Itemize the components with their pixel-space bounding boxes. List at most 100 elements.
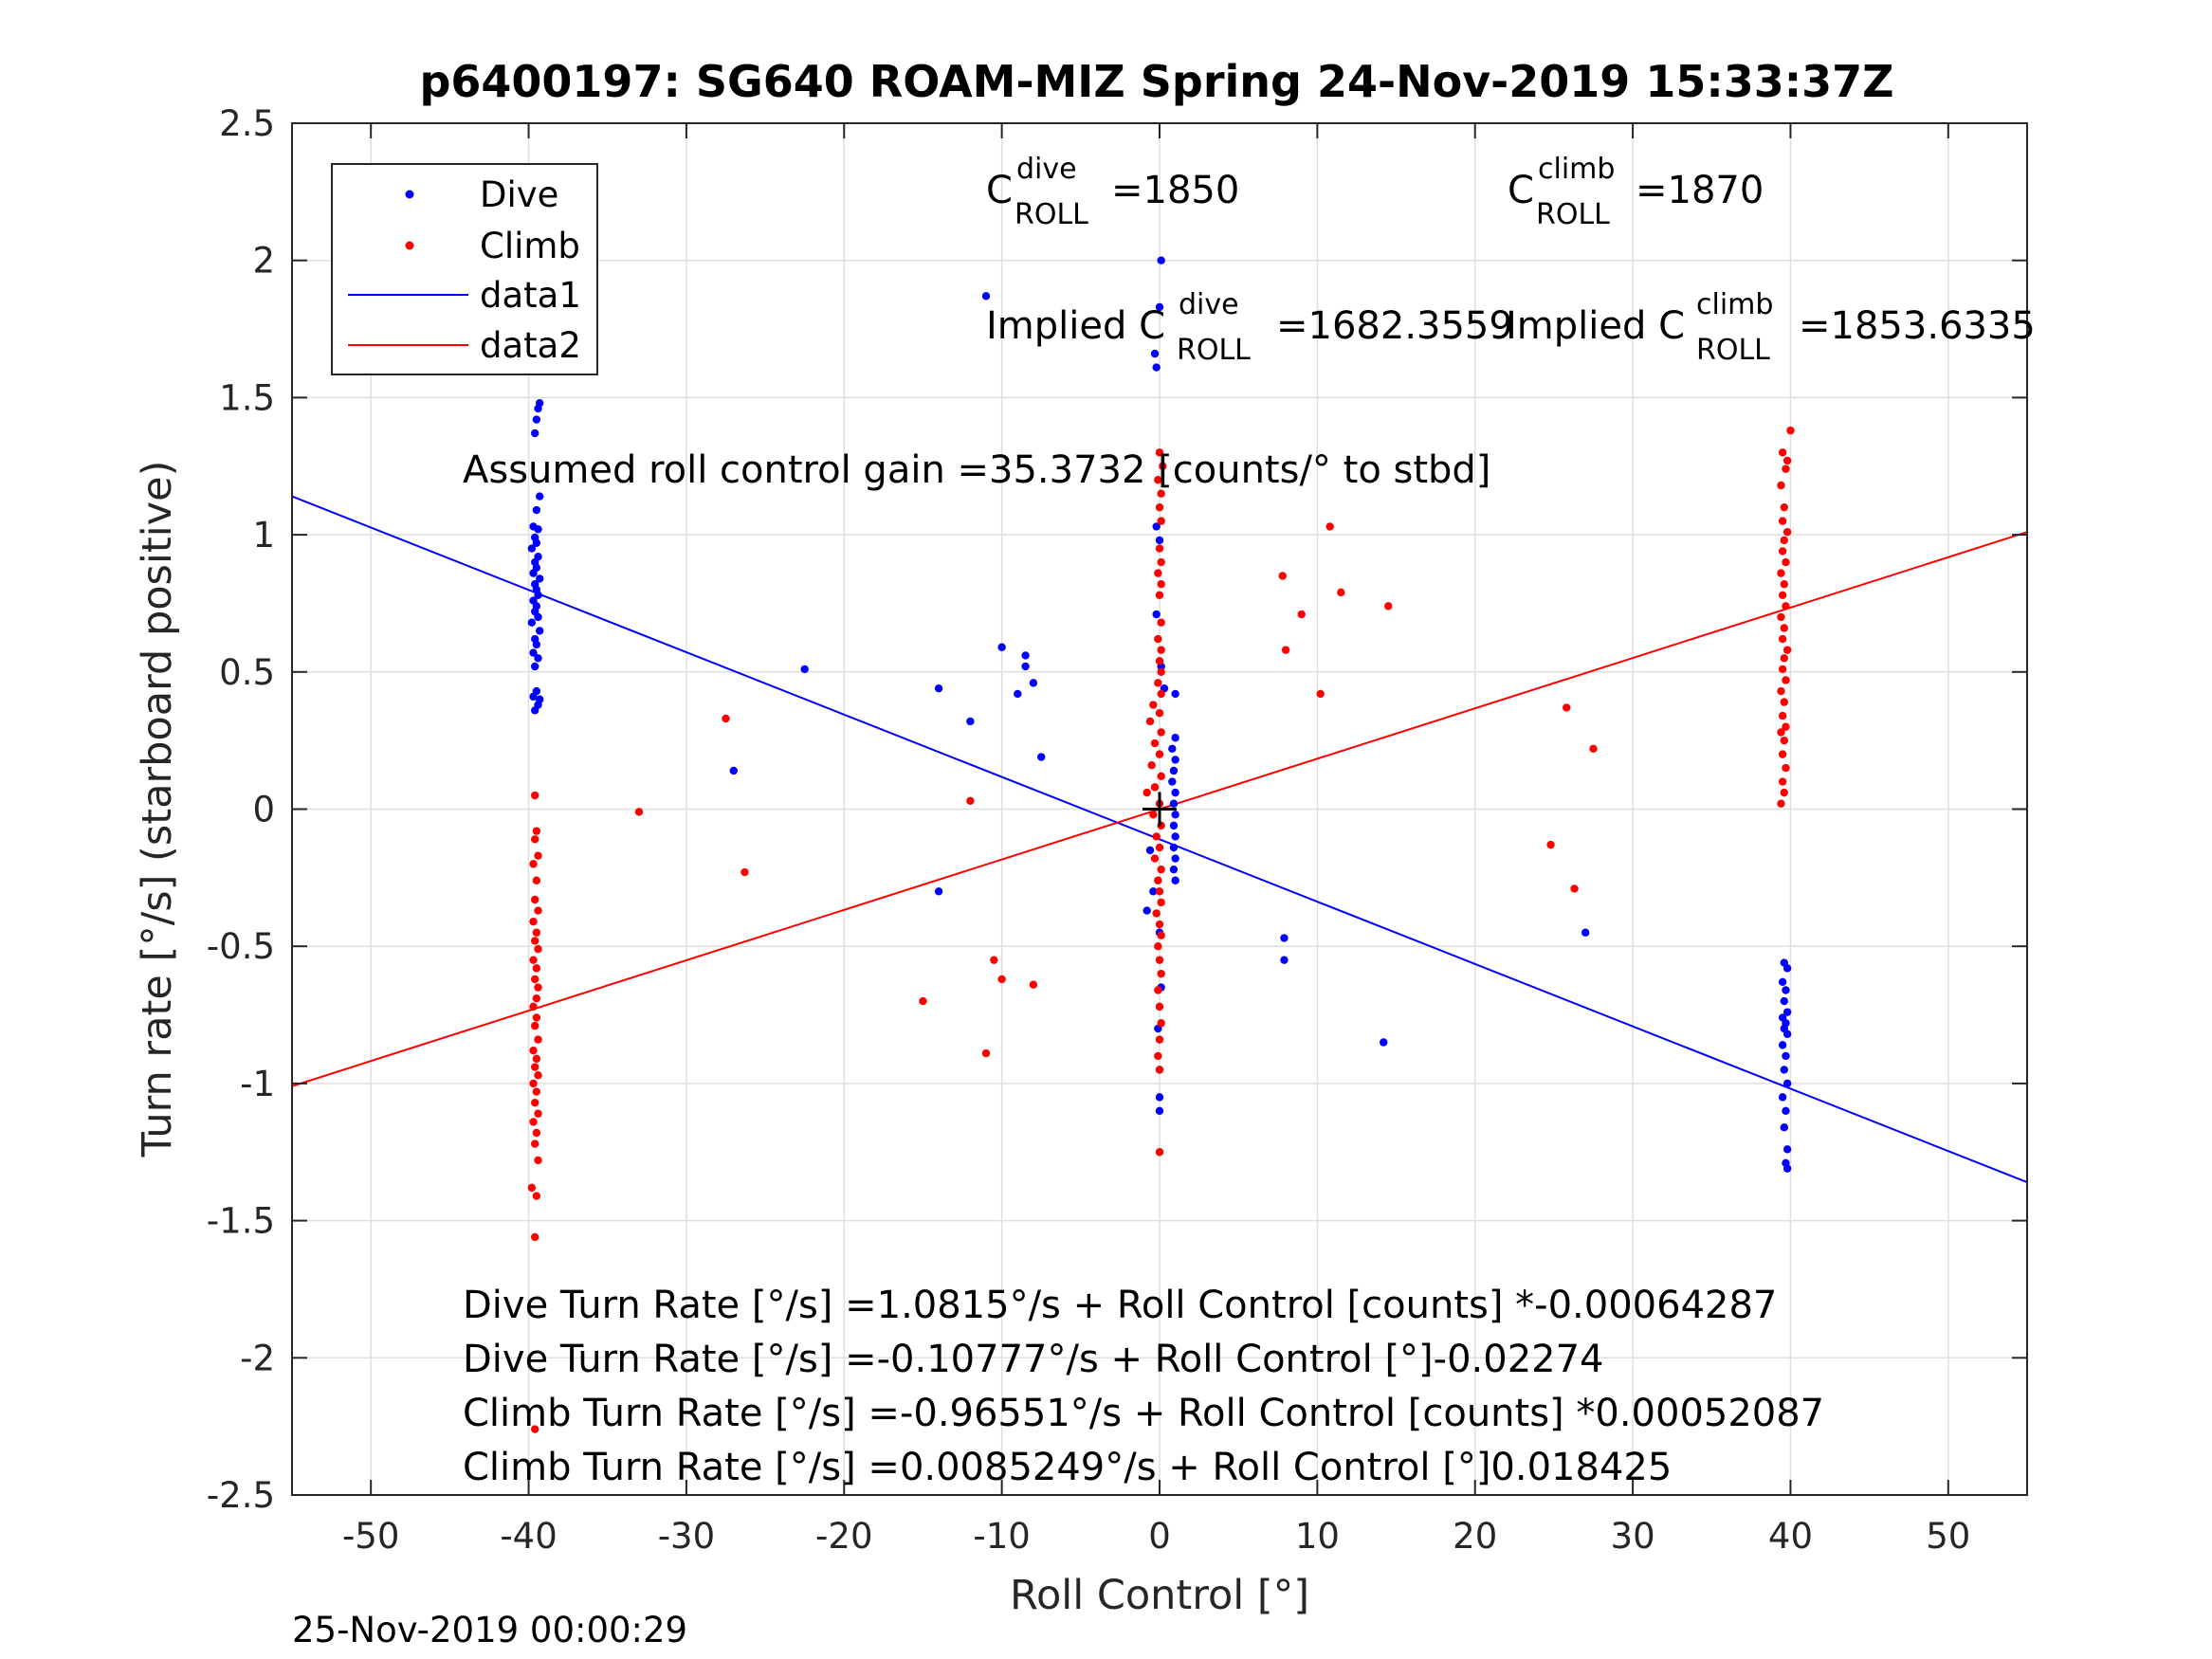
y-tick-label: -1.5	[207, 1201, 275, 1242]
implied-climb-sup: climb	[1696, 288, 1773, 321]
point-climb	[534, 1071, 542, 1080]
point-climb	[1780, 736, 1789, 745]
point-climb	[1154, 569, 1162, 577]
point-climb	[1155, 544, 1164, 553]
point-climb	[919, 996, 927, 1006]
point-dive	[1143, 906, 1151, 915]
point-climb	[1780, 536, 1789, 545]
point-dive	[535, 574, 544, 583]
point-dive	[1280, 934, 1289, 942]
y-axis-label: Turn rate [°/s] (starboard positive)	[134, 461, 181, 1158]
point-climb	[1157, 667, 1165, 676]
implied-dive-base: Implied C	[986, 304, 1165, 348]
point-climb	[1782, 646, 1792, 654]
point-climb	[1778, 777, 1787, 786]
point-climb	[1157, 898, 1165, 907]
point-climb	[1778, 448, 1787, 457]
point-climb	[531, 791, 539, 800]
point-climb	[1780, 502, 1789, 512]
implied-dive-sup: dive	[1179, 288, 1239, 321]
point-climb	[1157, 689, 1165, 699]
point-climb	[531, 835, 539, 844]
point-climb	[532, 994, 541, 1003]
point-climb	[1316, 689, 1325, 699]
point-dive	[1171, 832, 1179, 841]
point-climb	[532, 964, 541, 973]
point-climb	[1155, 1002, 1164, 1012]
point-dive	[1168, 777, 1177, 786]
point-dive	[1778, 1093, 1787, 1102]
point-dive	[531, 662, 539, 671]
point-dive	[1037, 753, 1046, 761]
point-climb	[1563, 703, 1571, 712]
point-climb	[981, 1048, 991, 1058]
legend-climb-label: Climb	[480, 226, 580, 266]
point-dive	[529, 648, 538, 657]
point-dive	[1780, 1123, 1789, 1132]
point-climb	[1157, 931, 1165, 939]
point-climb	[1150, 738, 1160, 748]
point-dive	[1169, 865, 1179, 874]
point-dive	[1782, 964, 1792, 973]
point-climb	[529, 917, 538, 926]
point-climb	[1157, 772, 1165, 780]
point-dive	[1169, 799, 1179, 808]
point-dive	[1149, 887, 1158, 896]
point-climb	[1778, 634, 1787, 644]
point-climb	[1570, 884, 1579, 893]
legend-dive-label: Dive	[480, 174, 558, 215]
point-dive	[534, 591, 542, 599]
y-tick-label: 1.5	[219, 377, 275, 418]
point-dive	[1171, 811, 1179, 819]
point-climb	[534, 1109, 542, 1118]
point-climb	[532, 1087, 541, 1096]
point-climb	[534, 906, 542, 915]
point-climb	[1147, 760, 1156, 770]
point-climb	[531, 975, 539, 984]
point-dive	[529, 569, 538, 577]
point-dive	[532, 640, 541, 649]
point-dive	[1780, 996, 1789, 1006]
point-climb	[1154, 986, 1162, 994]
equation-dive-degrees: Dive Turn Rate [°/s] =-0.10777°/s + Roll…	[463, 1338, 1604, 1381]
c-climb-value: =1870	[1636, 169, 1764, 212]
c-dive-base: C	[986, 169, 1013, 212]
point-climb	[1786, 426, 1795, 435]
point-climb	[1155, 920, 1164, 929]
x-tick-label: -10	[973, 1516, 1030, 1557]
point-climb	[1780, 698, 1789, 706]
legend-climb-marker	[405, 241, 414, 250]
point-climb	[529, 1118, 538, 1126]
legend-dive-marker	[405, 190, 414, 199]
implied-climb-base: Implied C	[1506, 304, 1685, 348]
point-climb	[1155, 750, 1164, 758]
point-climb	[1154, 679, 1162, 687]
point-climb	[1778, 591, 1787, 599]
point-climb	[532, 1013, 541, 1022]
point-dive	[527, 618, 537, 627]
point-climb	[1157, 517, 1165, 525]
point-dive	[981, 292, 991, 301]
point-climb	[1145, 717, 1155, 726]
point-dive	[1778, 1041, 1787, 1049]
point-dive	[1168, 744, 1177, 754]
point-dive	[1171, 876, 1179, 884]
point-climb	[1149, 811, 1158, 819]
point-dive	[800, 665, 809, 674]
point-dive	[534, 404, 542, 413]
point-dive	[1021, 651, 1030, 660]
point-climb	[1546, 840, 1555, 849]
point-climb	[532, 827, 541, 835]
c-climb-sub: ROLL	[1536, 198, 1610, 231]
point-climb	[529, 1079, 538, 1088]
point-climb	[966, 796, 975, 806]
point-dive	[1171, 788, 1179, 797]
c-dive-sub: ROLL	[1015, 198, 1088, 231]
implied-climb-value: =1853.6335	[1799, 304, 2036, 348]
point-climb	[1782, 557, 1790, 567]
point-dive	[1150, 349, 1160, 358]
point-climb	[532, 1192, 541, 1200]
equation-climb-counts: Climb Turn Rate [°/s] =-0.96551°/s + Rol…	[463, 1392, 1824, 1435]
point-climb	[1155, 657, 1164, 665]
x-axis-label: Roll Control [°]	[1010, 1572, 1309, 1619]
